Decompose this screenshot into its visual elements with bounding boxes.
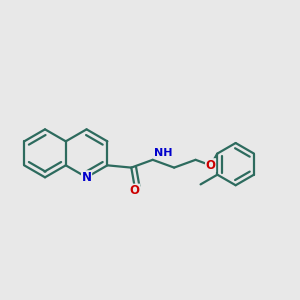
Text: N: N (82, 171, 92, 184)
Text: NH: NH (154, 148, 173, 158)
Text: O: O (206, 159, 216, 172)
Text: O: O (130, 184, 140, 197)
